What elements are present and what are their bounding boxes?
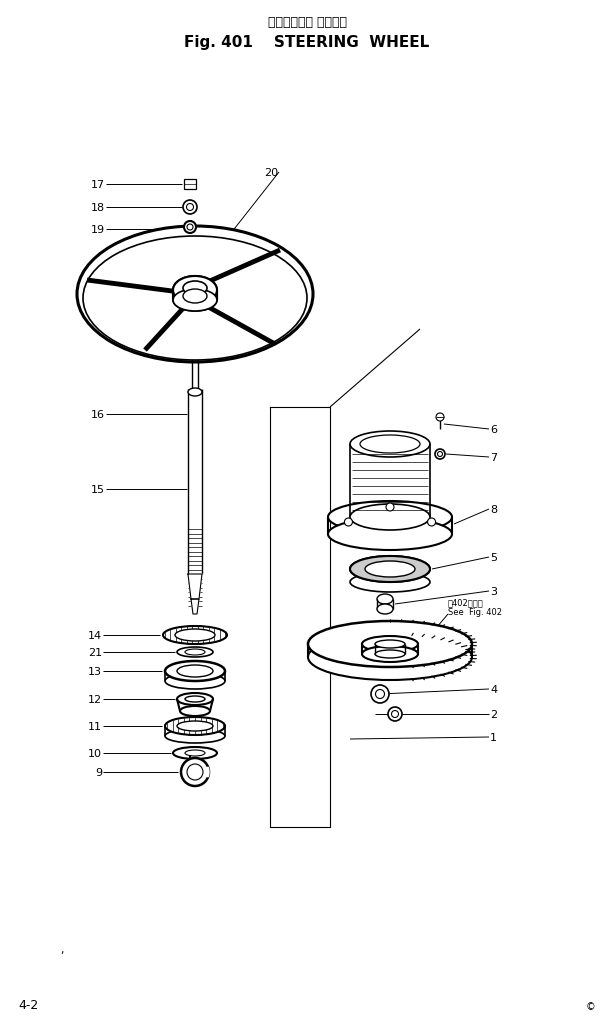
Circle shape <box>184 222 196 233</box>
Polygon shape <box>191 599 199 614</box>
Circle shape <box>438 452 443 458</box>
Ellipse shape <box>350 556 430 583</box>
Text: 11: 11 <box>88 721 102 732</box>
Ellipse shape <box>183 289 207 304</box>
Text: 7: 7 <box>490 452 497 463</box>
Ellipse shape <box>375 650 405 658</box>
Text: ©: © <box>585 1001 595 1011</box>
Circle shape <box>388 707 402 721</box>
Polygon shape <box>188 575 202 599</box>
Ellipse shape <box>436 414 444 422</box>
Text: 2: 2 <box>490 709 497 719</box>
Ellipse shape <box>365 561 415 578</box>
Ellipse shape <box>328 519 452 550</box>
Ellipse shape <box>83 236 307 361</box>
Ellipse shape <box>173 277 217 305</box>
Text: 5: 5 <box>490 552 497 562</box>
Circle shape <box>392 711 398 717</box>
Ellipse shape <box>308 622 472 667</box>
Ellipse shape <box>308 635 472 681</box>
Ellipse shape <box>177 647 213 657</box>
Text: ,: , <box>60 944 63 954</box>
Wedge shape <box>195 767 209 777</box>
Text: See  Fig. 402: See Fig. 402 <box>448 607 502 616</box>
Ellipse shape <box>188 388 202 396</box>
Ellipse shape <box>173 747 217 759</box>
Ellipse shape <box>175 630 215 641</box>
Circle shape <box>435 449 445 460</box>
Text: 16: 16 <box>91 410 105 420</box>
Text: 14: 14 <box>88 631 102 640</box>
Ellipse shape <box>362 646 418 662</box>
Ellipse shape <box>183 281 207 296</box>
Text: 10: 10 <box>88 748 102 758</box>
Ellipse shape <box>177 693 213 705</box>
Text: 20: 20 <box>264 168 278 178</box>
Ellipse shape <box>185 649 205 655</box>
Text: 12: 12 <box>88 694 102 704</box>
Text: 1: 1 <box>490 733 497 742</box>
Circle shape <box>427 519 435 527</box>
Ellipse shape <box>360 435 420 453</box>
Circle shape <box>376 690 384 699</box>
Text: 4-2: 4-2 <box>18 998 38 1011</box>
Text: 3: 3 <box>490 586 497 596</box>
Circle shape <box>386 503 394 512</box>
Ellipse shape <box>350 556 430 583</box>
Text: 8: 8 <box>490 504 497 515</box>
Ellipse shape <box>165 661 225 682</box>
Ellipse shape <box>163 627 227 644</box>
Circle shape <box>181 758 209 787</box>
Ellipse shape <box>177 665 213 678</box>
Circle shape <box>371 686 389 703</box>
Ellipse shape <box>77 227 313 363</box>
Ellipse shape <box>173 289 217 312</box>
Ellipse shape <box>185 750 205 756</box>
Ellipse shape <box>165 717 225 736</box>
Text: 第402図参照: 第402図参照 <box>448 597 484 606</box>
Ellipse shape <box>362 637 418 652</box>
Ellipse shape <box>350 432 430 458</box>
Ellipse shape <box>165 730 225 743</box>
Ellipse shape <box>377 594 393 604</box>
Ellipse shape <box>350 573 430 592</box>
Text: 21: 21 <box>88 647 102 657</box>
Ellipse shape <box>180 706 210 716</box>
Text: 19: 19 <box>91 225 105 234</box>
Text: 15: 15 <box>91 484 105 494</box>
Bar <box>184 179 196 190</box>
Ellipse shape <box>377 604 393 614</box>
Ellipse shape <box>185 696 205 702</box>
Ellipse shape <box>375 640 405 648</box>
Text: 4: 4 <box>490 685 497 694</box>
Text: 6: 6 <box>490 425 497 434</box>
Ellipse shape <box>165 674 225 689</box>
Circle shape <box>183 201 197 215</box>
Ellipse shape <box>350 504 430 531</box>
Circle shape <box>344 519 352 527</box>
Ellipse shape <box>173 277 217 305</box>
Text: 18: 18 <box>91 203 105 213</box>
Text: 9: 9 <box>95 767 102 777</box>
Ellipse shape <box>173 289 217 312</box>
Text: 13: 13 <box>88 666 102 677</box>
Text: Fig. 401    STEERING  WHEEL: Fig. 401 STEERING WHEEL <box>184 35 430 50</box>
Text: ステアリング ホイール: ステアリング ホイール <box>268 15 346 29</box>
Ellipse shape <box>177 721 213 732</box>
Circle shape <box>187 204 193 211</box>
Text: 17: 17 <box>91 179 105 190</box>
Circle shape <box>187 225 193 230</box>
Ellipse shape <box>183 281 207 296</box>
Circle shape <box>187 764 203 781</box>
Ellipse shape <box>328 501 452 534</box>
